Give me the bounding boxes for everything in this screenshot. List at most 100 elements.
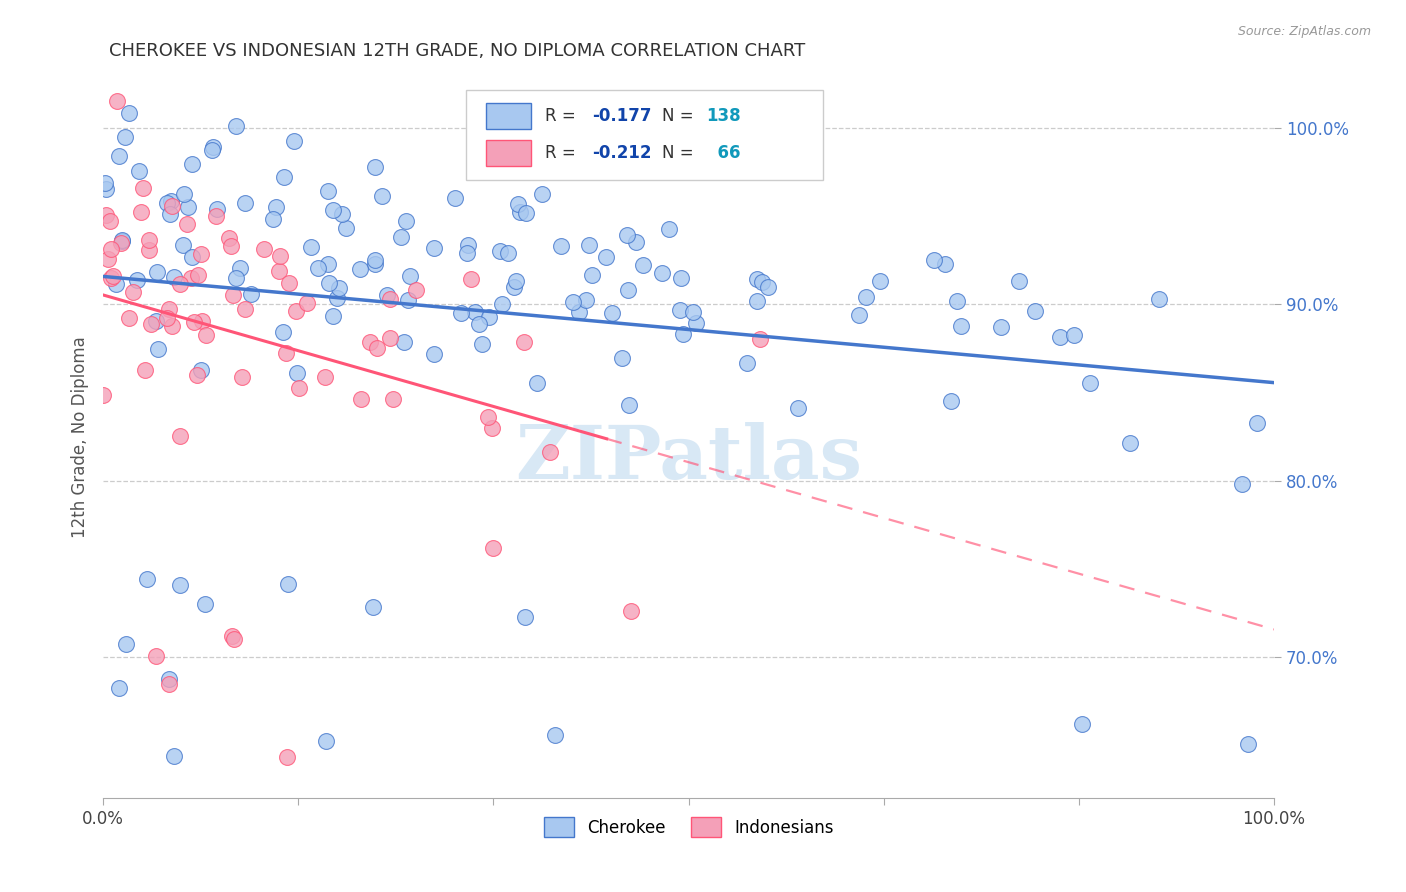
Point <box>396 293 419 307</box>
Point <box>482 541 505 555</box>
Point <box>132 181 155 195</box>
Point <box>423 347 446 361</box>
Point <box>160 199 183 213</box>
Point <box>127 273 149 287</box>
Point <box>105 277 128 291</box>
Point <box>285 366 308 380</box>
Point <box>602 306 624 320</box>
Point <box>159 194 181 208</box>
Point <box>463 305 485 319</box>
Point <box>1078 376 1101 390</box>
Point <box>1063 328 1085 343</box>
Point <box>221 629 243 643</box>
Point <box>180 270 202 285</box>
Point <box>277 577 299 591</box>
Point <box>748 332 770 346</box>
Point <box>169 277 191 292</box>
Point <box>380 331 402 345</box>
Point <box>285 304 308 318</box>
Point <box>1049 329 1071 343</box>
Point <box>363 161 385 175</box>
Point <box>262 212 284 227</box>
Point <box>457 237 479 252</box>
Point <box>240 286 263 301</box>
Point <box>505 273 527 287</box>
Point <box>205 202 228 217</box>
Point <box>194 597 217 611</box>
Point <box>159 207 181 221</box>
Point <box>620 603 643 617</box>
Point <box>190 247 212 261</box>
Point <box>111 234 134 248</box>
Point <box>370 189 392 203</box>
Point <box>481 421 503 435</box>
Point <box>389 230 412 244</box>
Point <box>949 319 972 334</box>
Point <box>934 257 956 271</box>
Point <box>219 239 242 253</box>
Text: R =: R = <box>544 107 581 126</box>
Point <box>316 257 339 271</box>
Point <box>100 242 122 256</box>
Point <box>190 362 212 376</box>
Point <box>131 205 153 219</box>
Point <box>128 164 150 178</box>
Point <box>274 345 297 359</box>
Point <box>491 297 513 311</box>
Point <box>869 274 891 288</box>
Point <box>617 398 640 412</box>
Point <box>682 305 704 319</box>
Point <box>392 334 415 349</box>
Point <box>756 280 779 294</box>
Text: N =: N = <box>662 144 699 161</box>
Point <box>278 277 301 291</box>
Point <box>685 316 707 330</box>
Point <box>787 401 810 415</box>
Point <box>160 319 183 334</box>
Point <box>526 376 548 390</box>
Point <box>107 149 129 163</box>
Point <box>561 295 583 310</box>
Point <box>224 632 246 647</box>
Point <box>94 208 117 222</box>
Point <box>671 271 693 285</box>
Text: CHEROKEE VS INDONESIAN 12TH GRADE, NO DIPLOMA CORRELATION CHART: CHEROKEE VS INDONESIAN 12TH GRADE, NO DI… <box>110 42 806 60</box>
Point <box>191 313 214 327</box>
Point <box>941 394 963 409</box>
Point <box>610 351 633 366</box>
Point <box>233 196 256 211</box>
Point <box>509 205 531 219</box>
Point <box>283 134 305 148</box>
Text: R =: R = <box>544 144 581 161</box>
Point <box>269 249 291 263</box>
Point <box>990 320 1012 334</box>
Point <box>110 235 132 250</box>
Point <box>508 196 530 211</box>
Text: Source: ZipAtlas.com: Source: ZipAtlas.com <box>1237 25 1371 38</box>
Point <box>186 368 208 382</box>
Point <box>651 266 673 280</box>
Point <box>946 293 969 308</box>
Point <box>114 129 136 144</box>
Point <box>378 292 401 306</box>
Point <box>141 318 163 332</box>
Point <box>105 94 128 108</box>
Point <box>922 252 945 267</box>
Point <box>157 677 180 691</box>
Point <box>1070 717 1092 731</box>
Point <box>1008 274 1031 288</box>
Point <box>273 170 295 185</box>
Point <box>624 235 647 249</box>
Point <box>496 246 519 260</box>
Point <box>366 341 388 355</box>
Point <box>163 269 186 284</box>
Point <box>146 265 169 279</box>
Point <box>513 610 536 624</box>
Point <box>91 388 114 402</box>
Point <box>169 428 191 442</box>
Point <box>330 207 353 221</box>
Bar <box>486 103 530 129</box>
Point <box>183 315 205 329</box>
Point <box>94 182 117 196</box>
Point <box>100 214 122 228</box>
